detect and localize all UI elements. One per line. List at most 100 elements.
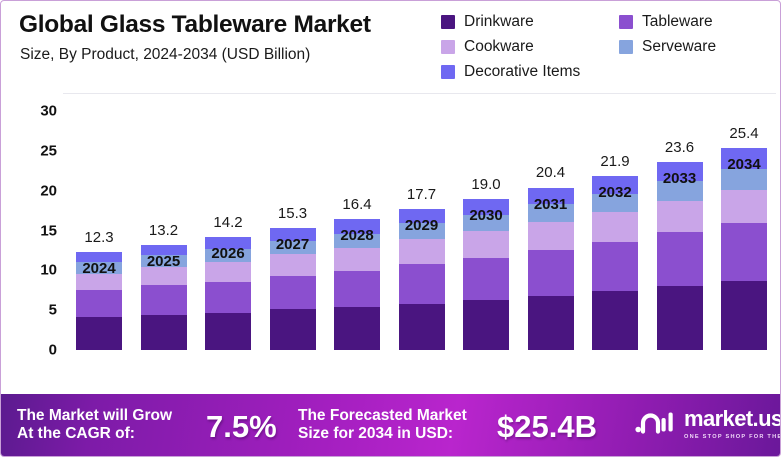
bar-segment-cookware[interactable] [656, 201, 703, 233]
forecast-value: $25.4B [497, 409, 597, 444]
bar-segment-serveware[interactable] [334, 233, 380, 249]
bar-segment-serveware[interactable] [140, 255, 187, 268]
bar-stack [398, 209, 445, 350]
bar-segment-decorative-items[interactable] [269, 228, 316, 241]
bar-segment-drinkware[interactable] [463, 299, 509, 350]
bar-segment-drinkware[interactable] [527, 295, 574, 350]
bar-stack [592, 175, 638, 350]
bar-segment-decorative-items[interactable] [76, 252, 122, 263]
bar-column-2024[interactable]: 12.3 2024 [76, 229, 122, 350]
cagr-caption-line1: The Market will Grow [17, 407, 173, 424]
bar-segment-tableware[interactable] [269, 275, 316, 310]
x-axis-tick-label: 2034 [727, 155, 761, 173]
bar-segment-decorative-items[interactable] [721, 147, 767, 170]
legend-item-serveware[interactable]: Serveware [619, 34, 716, 59]
bar-segment-tableware[interactable] [721, 222, 767, 281]
bar-segment-tableware[interactable] [205, 281, 251, 313]
bar-segment-decorative-items[interactable] [463, 198, 509, 215]
chart-subtitle: Size, By Product, 2024-2034 (USD Billion… [20, 46, 311, 63]
bar-segment-drinkware[interactable] [398, 303, 445, 350]
x-axis-tick-label: 2031 [533, 195, 568, 213]
bar-segment-cookware[interactable] [721, 189, 767, 223]
bar-segment-cookware[interactable] [527, 221, 574, 250]
bar-segment-drinkware[interactable] [140, 314, 187, 350]
bar-segment-drinkware[interactable] [269, 309, 316, 350]
bar-column-2032[interactable]: 21.9 2032 [592, 153, 638, 350]
bar-segment-tableware[interactable] [656, 232, 703, 287]
cagr-value: 7.5% [206, 409, 277, 444]
bar-segment-tableware[interactable] [140, 285, 187, 315]
legend-item-label: Serveware [642, 37, 717, 55]
bar-segment-serveware[interactable] [721, 169, 767, 190]
bar-segment-cookware[interactable] [334, 248, 380, 272]
legend-row: Drinkware Tableware [441, 9, 771, 34]
bar-segment-cookware[interactable] [76, 273, 122, 291]
bar-segment-cookware[interactable] [140, 267, 187, 286]
bar-column-2029[interactable]: 17.7 2029 [398, 186, 445, 350]
bar-segment-serveware[interactable] [269, 240, 316, 255]
bar-column-2025[interactable]: 13.2 2025 [140, 222, 187, 350]
bar-segment-decorative-items[interactable] [205, 236, 251, 249]
x-axis-tick-label: 2027 [275, 236, 310, 254]
bar-column-2026[interactable]: 14.2 2026 [205, 214, 251, 350]
bar-segment-serveware[interactable] [656, 181, 703, 202]
bar-segment-drinkware[interactable] [334, 306, 380, 350]
bar-segment-tableware[interactable] [463, 257, 509, 300]
bar-column-2030[interactable]: 19.0 2030 [463, 176, 509, 350]
bar-segment-tableware[interactable] [527, 249, 574, 296]
bar-total-label: 19.0 [471, 175, 501, 193]
bar-column-2034[interactable]: 25.4 2034 [721, 125, 767, 350]
y-axis-tick-label: 30 [40, 102, 57, 120]
bar-total-label: 15.3 [277, 205, 308, 223]
footer-banner: The Market will Grow At the CAGR of: 7.5… [1, 394, 781, 456]
bar-segment-serveware[interactable] [398, 223, 445, 240]
bar-segment-drinkware[interactable] [205, 312, 251, 350]
legend-swatch-icon [441, 14, 455, 29]
bar-segment-serveware[interactable] [463, 214, 509, 232]
bar-segment-tableware[interactable] [592, 241, 638, 292]
bar-segment-serveware[interactable] [205, 248, 251, 262]
legend-swatch-icon [441, 39, 455, 54]
bar-segment-decorative-items[interactable] [140, 244, 187, 256]
bar-stack [656, 162, 703, 350]
chart-header: Global Glass Tableware Market Size, By P… [1, 1, 780, 93]
legend-item-decorative-items[interactable]: Decorative Items [441, 59, 580, 84]
bar-segment-cookware[interactable] [398, 239, 445, 264]
bar-segment-drinkware[interactable] [721, 280, 767, 350]
bar-segment-decorative-items[interactable] [527, 187, 574, 205]
bar-segment-tableware[interactable] [76, 290, 122, 318]
bar-column-2027[interactable]: 15.3 2027 [269, 205, 316, 350]
bar-segment-cookware[interactable] [205, 261, 251, 282]
bar-segment-drinkware[interactable] [592, 291, 638, 350]
legend-item-tableware[interactable]: Tableware [619, 9, 713, 34]
brand-logo-tagline: ONE STOP SHOP FOR THE REPORTS [684, 434, 781, 440]
legend-item-drinkware[interactable]: Drinkware [441, 9, 619, 34]
brand-logo-text: market.us [684, 406, 781, 431]
bar-segment-cookware[interactable] [463, 231, 509, 258]
bar-segment-decorative-items[interactable] [398, 209, 445, 224]
bar-segment-decorative-items[interactable] [592, 175, 638, 194]
x-axis-tick-label: 2032 [598, 183, 632, 201]
bar-column-2033[interactable]: 23.6 2033 [656, 139, 703, 350]
bar-segment-decorative-items[interactable] [656, 162, 703, 182]
bar-segment-cookware[interactable] [592, 212, 638, 242]
bar-column-2031[interactable]: 20.4 2031 [527, 164, 574, 350]
legend-swatch-icon [619, 39, 633, 54]
legend-item-cookware[interactable]: Cookware [441, 34, 619, 59]
bar-segment-tableware[interactable] [398, 263, 445, 304]
bar-segment-serveware[interactable] [527, 204, 574, 222]
bar-segment-tableware[interactable] [334, 271, 380, 307]
bar-column-2028[interactable]: 16.4 2028 [334, 196, 380, 350]
bar-segment-drinkware[interactable] [76, 317, 122, 350]
bar-stack [527, 187, 574, 350]
legend-swatch-icon [441, 64, 455, 79]
bar-segment-serveware[interactable] [76, 262, 122, 274]
bar-segment-decorative-items[interactable] [334, 219, 380, 234]
bar-segment-cookware[interactable] [269, 254, 316, 276]
brand-logo[interactable]: market.us ONE STOP SHOP FOR THE REPORTS [635, 406, 781, 441]
bar-segment-drinkware[interactable] [656, 286, 703, 350]
brand-logo-text-block: market.us ONE STOP SHOP FOR THE REPORTS [684, 406, 781, 441]
bar-total-label: 16.4 [342, 196, 372, 214]
bar-segment-serveware[interactable] [592, 193, 638, 213]
